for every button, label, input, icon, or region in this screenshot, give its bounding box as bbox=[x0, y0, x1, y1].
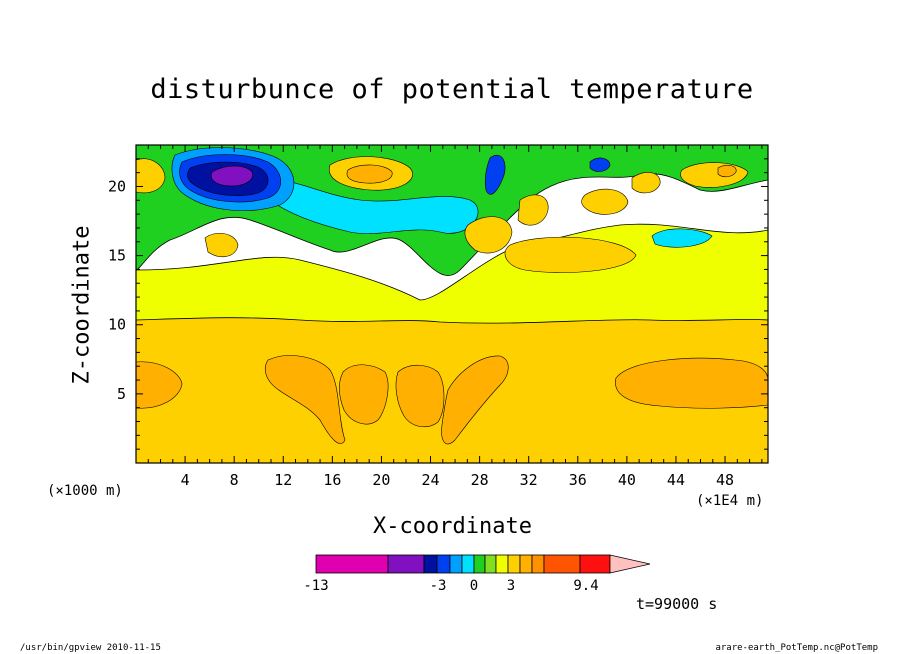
colorbar-label: 3 bbox=[507, 578, 515, 594]
x-tick-label: 28 bbox=[471, 471, 489, 489]
field-lower-orange-1 bbox=[136, 361, 183, 409]
field-lower-orange-5 bbox=[441, 355, 509, 445]
field-blue-streak bbox=[484, 154, 506, 195]
field-upper-warm-3 bbox=[136, 158, 166, 194]
colorbar-label: 9.4 bbox=[573, 578, 598, 594]
y-tick-label: 5 bbox=[117, 385, 126, 403]
x-tick-label: 36 bbox=[569, 471, 587, 489]
colorbar-bin bbox=[436, 554, 451, 574]
contour-field bbox=[136, 145, 768, 463]
y-tick-label: 10 bbox=[108, 316, 126, 334]
colorbar: -13 -3 0 3 9.4 bbox=[303, 554, 651, 594]
field-lower-orange-4 bbox=[395, 364, 445, 428]
x-tick-label: 12 bbox=[274, 471, 292, 489]
chart-title: disturbunce of potential temperature bbox=[150, 74, 754, 105]
colorbar-bin bbox=[579, 554, 611, 574]
y-tick-label: 20 bbox=[108, 177, 126, 195]
field-upper-warm-5 bbox=[631, 172, 661, 194]
field-lower-orange-2 bbox=[264, 355, 346, 444]
field-lower-orange-6 bbox=[615, 357, 768, 409]
plot-frame bbox=[135, 144, 769, 464]
x-axis: 4 8 12 16 20 24 28 32 36 40 44 48 bbox=[147, 145, 763, 489]
field-blue-spot bbox=[589, 157, 611, 172]
x-tick-label: 16 bbox=[323, 471, 341, 489]
colorbar-bin bbox=[423, 554, 438, 574]
y-axis: 5 10 15 20 bbox=[108, 158, 768, 450]
colorbar-bin bbox=[387, 554, 425, 574]
time-label: t=99000 s bbox=[636, 595, 718, 613]
colorbar-bin bbox=[473, 554, 486, 574]
colorbar-label: -3 bbox=[430, 578, 447, 594]
x-tick-label: 48 bbox=[716, 471, 734, 489]
colorbar-bin bbox=[543, 554, 581, 574]
colorbar-bin bbox=[519, 554, 533, 574]
colorbar-bin bbox=[449, 554, 463, 574]
x-tick-label: 20 bbox=[372, 471, 390, 489]
colorbar-label: -13 bbox=[303, 578, 328, 594]
colorbar-bin bbox=[507, 554, 521, 574]
field-upper-warm-7 bbox=[717, 164, 737, 178]
field-cyan-patch bbox=[651, 228, 713, 248]
x-tick-label: 24 bbox=[421, 471, 439, 489]
x-axis-label: X-coordinate bbox=[373, 514, 532, 539]
field-upper-warm-4 bbox=[581, 188, 629, 215]
field-upper-warm-10 bbox=[464, 216, 513, 254]
colorbar-label: 0 bbox=[470, 578, 478, 594]
x-axis-unit-left: (×1000 m) bbox=[47, 483, 123, 499]
colorbar-bin bbox=[495, 554, 509, 574]
field-lower-orange-3 bbox=[339, 364, 389, 425]
colorbar-bin bbox=[315, 554, 389, 574]
x-tick-label: 40 bbox=[618, 471, 636, 489]
footer-left-text: /usr/bin/gpview 2010-11-15 bbox=[20, 643, 161, 653]
colorbar-bin bbox=[484, 554, 497, 574]
field-upper-warm-2 bbox=[346, 164, 393, 184]
field-upper-warm-9 bbox=[204, 232, 239, 258]
colorbar-bin bbox=[461, 554, 475, 574]
colorbar-bin bbox=[531, 554, 545, 574]
field-core-purple bbox=[210, 165, 253, 187]
x-tick-label: 4 bbox=[181, 471, 190, 489]
field-upper-warm-11 bbox=[504, 236, 637, 273]
x-tick-label: 44 bbox=[667, 471, 685, 489]
footer-right-text: arare-earth_PotTemp.nc@PotTemp bbox=[715, 643, 878, 653]
y-tick-label: 15 bbox=[108, 247, 126, 265]
x-axis-unit-right: (×1E4 m) bbox=[696, 493, 764, 509]
x-tick-label: 32 bbox=[520, 471, 538, 489]
field-upper-warm-8 bbox=[517, 194, 549, 226]
colorbar-extend-arrow bbox=[609, 554, 651, 574]
x-tick-label: 8 bbox=[230, 471, 239, 489]
